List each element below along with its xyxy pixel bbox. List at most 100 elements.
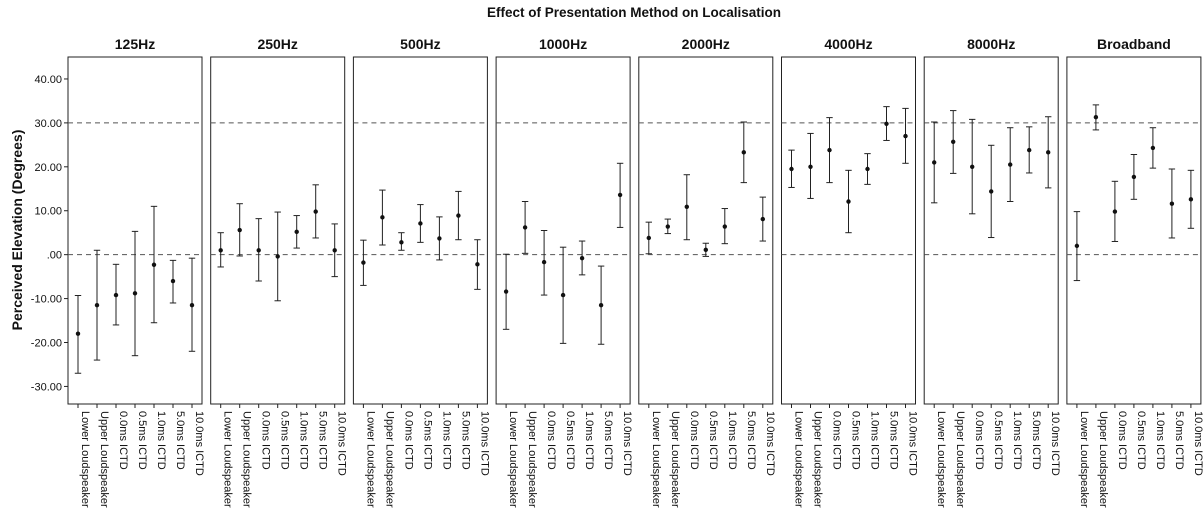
- mean-point: [75, 331, 81, 336]
- x-tick-label: 1.0ms ICTD: [155, 411, 167, 470]
- panel-8000hz: 8000Hz Lower Loudspeaker Upper Loudspeaker…: [923, 36, 1061, 508]
- mean-point: [827, 147, 832, 153]
- mean-point: [218, 248, 223, 253]
- panel-500hz: 500Hz Lower Loudspeaker Upper Loudspeaker 0…: [352, 36, 490, 508]
- mean-point: [113, 292, 119, 298]
- mean-point: [598, 302, 604, 308]
- mean-point: [456, 213, 461, 218]
- x-tick-label: 5.0ms ICTD: [602, 411, 614, 470]
- mean-point: [399, 240, 404, 245]
- mean-point: [560, 292, 566, 298]
- x-tick-label: 5.0ms ICTD: [1030, 411, 1042, 470]
- y-axis-label: Perceived Elevation (Degrees): [9, 130, 25, 331]
- x-tick-label: 0.5ms ICTD: [564, 411, 576, 470]
- mean-point: [503, 289, 509, 294]
- x-tick-label: 5.0ms ICTD: [459, 411, 471, 470]
- mean-point: [275, 254, 280, 259]
- mean-point: [846, 199, 851, 204]
- panel-frame: [495, 56, 631, 405]
- mean-point: [151, 262, 157, 267]
- panel-2000hz: 2000Hz Lower Loudspeaker Upper Loudspeaker…: [638, 36, 776, 508]
- x-tick-label: 0.0ms ICTD: [545, 411, 557, 470]
- panel-title: 250Hz: [257, 36, 297, 52]
- y-tick-label: 20.00: [34, 162, 62, 174]
- x-tick-label: Lower Loudspeaker: [364, 411, 376, 508]
- mean-point: [437, 236, 442, 241]
- x-tick-label: Upper Loudspeaker: [98, 411, 110, 508]
- mean-point: [294, 229, 299, 235]
- mean-point: [541, 259, 547, 265]
- mean-point: [237, 227, 242, 233]
- mean-point: [884, 121, 889, 126]
- mean-point: [1112, 209, 1118, 214]
- panel-title: 2000Hz: [682, 36, 730, 52]
- panel-125hz: 125Hz Lower Loudspeaker Upper Loudspeaker 0…: [67, 36, 205, 508]
- x-tick-label: 10.0ms ICTD: [193, 411, 205, 476]
- mean-point: [332, 248, 337, 253]
- x-tick-label: Lower Loudspeaker: [650, 411, 662, 508]
- panel-title: 125Hz: [115, 36, 155, 52]
- x-tick-label: 0.5ms ICTD: [1135, 411, 1147, 470]
- mean-point: [1008, 162, 1013, 167]
- mean-point: [989, 189, 994, 194]
- mean-point: [932, 160, 937, 165]
- x-tick-label: Lower Loudspeaker: [222, 411, 234, 508]
- x-tick-label: Upper Loudspeaker: [383, 411, 395, 508]
- mean-point: [189, 302, 195, 308]
- x-tick-label: 0.0ms ICTD: [831, 411, 843, 470]
- mean-point: [1027, 147, 1032, 153]
- x-tick-label: 10.0ms ICTD: [336, 411, 348, 476]
- x-tick-label: 1.0ms ICTD: [869, 411, 881, 470]
- panel-250hz: 250Hz Lower Loudspeaker Upper Loudspeaker 0…: [210, 36, 348, 508]
- y-tick-label: -30.00: [31, 381, 62, 393]
- x-tick-label: Lower Loudspeaker: [79, 411, 91, 508]
- x-tick-label: 10.0ms ICTD: [1192, 411, 1203, 476]
- x-tick-label: 0.5ms ICTD: [992, 411, 1004, 470]
- panel-frame: [1066, 56, 1202, 405]
- x-tick-label: 0.0ms ICTD: [117, 411, 129, 470]
- x-tick-label: Upper Loudspeaker: [526, 411, 538, 508]
- x-tick-label: 5.0ms ICTD: [745, 411, 757, 470]
- mean-point: [256, 248, 261, 253]
- mean-point: [789, 166, 794, 172]
- x-tick-label: Upper Loudspeaker: [669, 411, 681, 508]
- x-tick-label: 0.0ms ICTD: [260, 411, 272, 470]
- mean-point: [1131, 174, 1137, 180]
- panel-title: 8000Hz: [967, 36, 1015, 52]
- mean-point: [970, 164, 975, 170]
- y-tick-label: .00: [47, 250, 62, 262]
- x-tick-label: 10.0ms ICTD: [1049, 411, 1061, 476]
- x-tick-label: Upper Loudspeaker: [1097, 411, 1109, 508]
- panels-group: 125Hz Lower Loudspeaker Upper Loudspeaker 0…: [67, 36, 1203, 508]
- x-tick-label: 1.0ms ICTD: [583, 411, 595, 470]
- mean-point: [313, 209, 318, 214]
- x-tick-label: 5.0ms ICTD: [174, 411, 186, 470]
- mean-point: [1150, 145, 1156, 151]
- x-tick-label: 10.0ms ICTD: [621, 411, 633, 476]
- panel-title: 4000Hz: [824, 36, 872, 52]
- x-tick-label: Lower Loudspeaker: [935, 411, 947, 508]
- x-tick-label: Upper Loudspeaker: [241, 411, 253, 508]
- y-tick-label: 30.00: [34, 118, 62, 130]
- x-tick-label: 0.5ms ICTD: [707, 411, 719, 470]
- mean-point: [170, 278, 176, 284]
- panel-title: Broadband: [1097, 36, 1171, 52]
- mean-point: [522, 225, 528, 230]
- mean-point: [646, 235, 651, 241]
- x-tick-label: 1.0ms ICTD: [1011, 411, 1023, 470]
- x-tick-label: 5.0ms ICTD: [888, 411, 900, 470]
- x-tick-label: Lower Loudspeaker: [1078, 411, 1090, 508]
- x-tick-label: 5.0ms ICTD: [1173, 411, 1185, 470]
- panel-frame: [638, 56, 774, 405]
- mean-point: [418, 221, 423, 226]
- panel-1000hz: 1000Hz Lower Loudspeaker Upper Loudspeaker…: [495, 36, 633, 508]
- x-tick-label: 1.0ms ICTD: [726, 411, 738, 470]
- mean-point: [703, 247, 708, 253]
- mean-point: [361, 260, 366, 265]
- mean-point: [380, 215, 385, 220]
- x-tick-label: Lower Loudspeaker: [793, 411, 805, 508]
- panel-title: 500Hz: [400, 36, 440, 52]
- mean-point: [741, 150, 746, 155]
- mean-point: [903, 133, 908, 139]
